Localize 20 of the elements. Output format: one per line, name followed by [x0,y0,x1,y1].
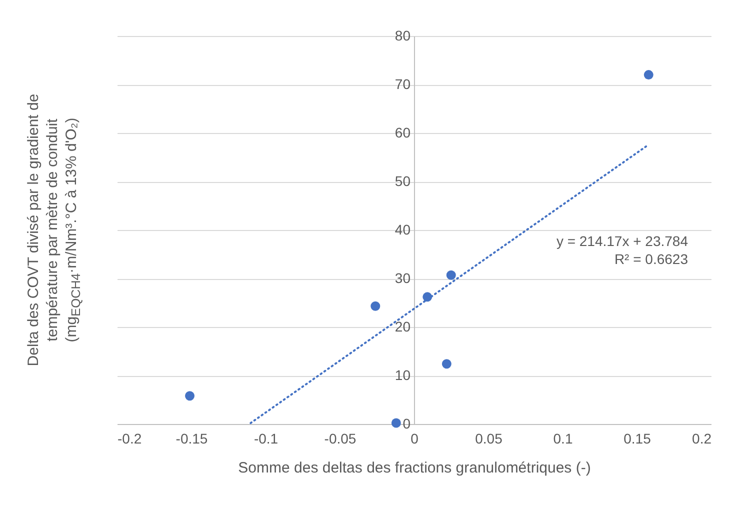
x-tick-label: 0.15 [624,430,652,446]
x-tick-label: -0.2 [118,430,142,446]
annotation: y = 214.17x + 23.784 [556,233,688,249]
x-axis-title: Somme des deltas des fractions granulométriques (-) [238,460,591,476]
x-tick-label: -0.1 [254,430,278,446]
y-tick-label: 30 [394,270,411,286]
x-tick-label: 0.2 [692,430,712,446]
x-tick-label: 0.1 [553,430,573,446]
y-tick-label: 40 [394,222,411,238]
y-tick-label: 20 [394,318,411,334]
annotation: R² = 0.6623 [614,251,688,267]
y-tick-label: 50 [394,173,411,189]
x-tick-label: -0.05 [324,430,356,446]
y-tick-label: 0 [402,416,411,432]
y-tick-label: 80 [394,28,411,44]
y-tick-label: 10 [394,367,411,383]
y-tick-label: 70 [394,76,411,92]
x-tick-label: -0.15 [176,430,208,446]
y-tick-label: 60 [394,124,411,140]
x-tick-label: 0.05 [475,430,503,446]
